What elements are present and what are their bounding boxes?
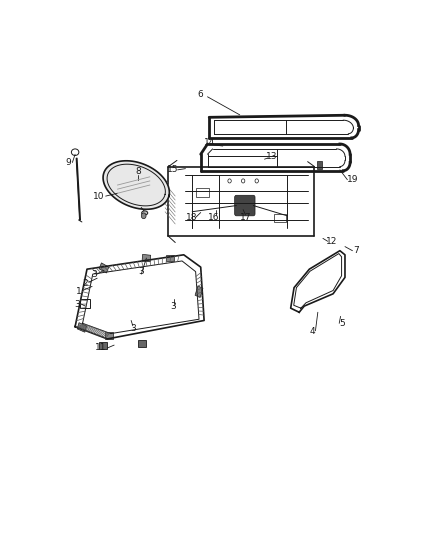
Bar [142, 254, 151, 262]
Bar [105, 333, 113, 339]
Text: 3: 3 [130, 324, 136, 333]
Text: 3: 3 [171, 302, 177, 311]
Text: 4: 4 [309, 327, 315, 336]
Text: 14: 14 [204, 138, 215, 147]
Circle shape [141, 213, 146, 219]
Bar [196, 188, 209, 197]
Text: 9: 9 [65, 158, 71, 167]
Bar [166, 255, 174, 261]
Bar [317, 161, 322, 168]
Text: 6: 6 [198, 90, 204, 99]
Text: 3: 3 [74, 300, 80, 309]
Text: 12: 12 [326, 237, 337, 246]
Text: 11: 11 [95, 343, 106, 352]
FancyBboxPatch shape [235, 195, 255, 216]
Text: 18: 18 [185, 213, 197, 222]
Ellipse shape [141, 211, 148, 215]
Bar [99, 263, 109, 273]
Bar [80, 299, 90, 308]
Bar [138, 340, 146, 347]
Text: 2: 2 [82, 279, 88, 288]
Text: 15: 15 [167, 165, 179, 174]
Text: 8: 8 [135, 167, 141, 176]
Bar [274, 214, 286, 222]
Bar [99, 342, 107, 349]
Polygon shape [103, 161, 170, 209]
Text: 10: 10 [93, 191, 105, 200]
Text: 19: 19 [347, 175, 359, 184]
Text: 5: 5 [340, 319, 346, 328]
Text: 7: 7 [353, 246, 359, 255]
Bar [77, 322, 87, 332]
Text: 13: 13 [266, 152, 278, 161]
Text: 3: 3 [138, 266, 144, 276]
Text: 3: 3 [91, 270, 97, 279]
Text: 1: 1 [76, 287, 82, 296]
Text: 16: 16 [208, 213, 219, 222]
Text: 17: 17 [240, 213, 251, 222]
Bar [195, 286, 203, 297]
